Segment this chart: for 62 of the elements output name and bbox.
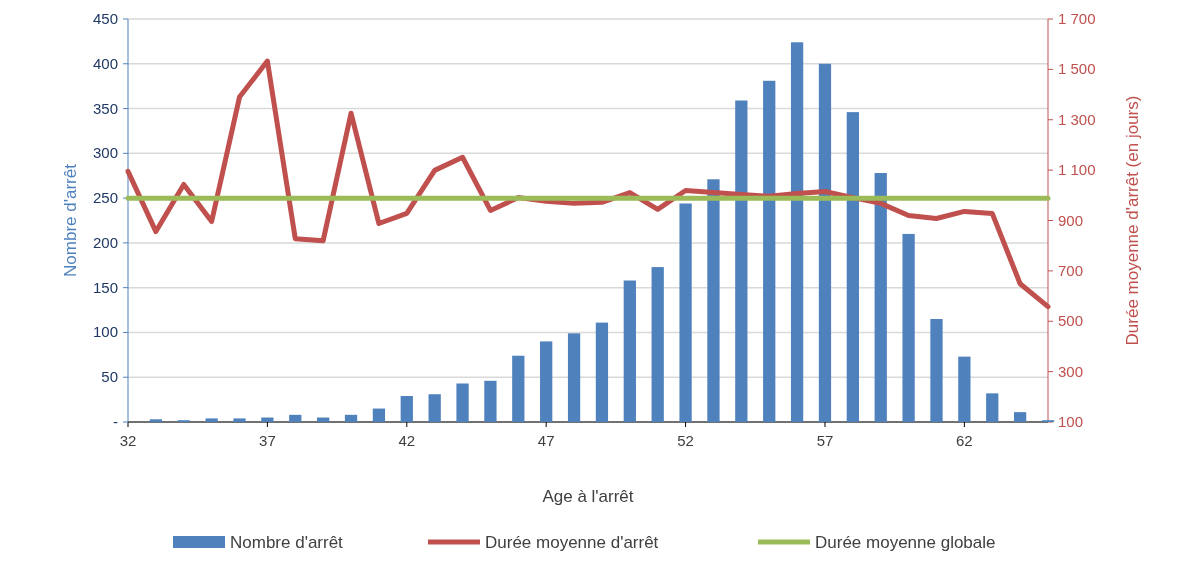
y-tick-label: 350 xyxy=(92,99,118,117)
bar xyxy=(205,418,218,422)
bar xyxy=(261,417,274,422)
y-tick-label: 300 xyxy=(92,144,118,162)
bar xyxy=(428,394,441,422)
bar xyxy=(595,322,609,422)
bar xyxy=(289,414,302,422)
y2-tick-label: 1 100 xyxy=(1058,161,1096,179)
y2-tick-label: 1 300 xyxy=(1058,110,1096,128)
bar xyxy=(651,267,664,422)
bar xyxy=(818,63,832,422)
legend-label: Durée moyenne d'arrêt xyxy=(485,533,659,552)
y-tick-label: 50 xyxy=(101,368,118,386)
bar xyxy=(540,341,553,422)
x-tick-label: 32 xyxy=(119,432,137,449)
y-tick-label: 150 xyxy=(92,278,118,296)
y-tick-label: 400 xyxy=(92,54,118,72)
bar xyxy=(874,173,887,422)
bar xyxy=(790,42,804,422)
y2-tick-label: 100 xyxy=(1058,413,1084,430)
y2-tick-label: 300 xyxy=(1058,362,1084,380)
x-axis-title: Age à l'arrêt xyxy=(542,487,634,506)
bar xyxy=(567,333,581,422)
bar xyxy=(930,319,943,422)
bar xyxy=(623,280,636,422)
bar xyxy=(233,418,246,422)
y2-tick-label: 900 xyxy=(1058,211,1084,229)
bar xyxy=(372,408,386,422)
bar xyxy=(902,233,915,422)
y2-tick-label: 1 700 xyxy=(1058,10,1096,27)
x-tick-label: 57 xyxy=(816,432,834,449)
bar xyxy=(846,112,859,422)
legend-label: Durée moyenne globale xyxy=(815,533,996,552)
y2-tick-label: 1 500 xyxy=(1058,60,1096,78)
y2-axis-title: Durée moyenne d'arrêt (en jours) xyxy=(1123,95,1142,346)
y-axis-title: Nombre d'arrêt xyxy=(61,163,80,277)
legend-label: Nombre d'arrêt xyxy=(230,533,344,552)
x-tick-label: 37 xyxy=(259,432,276,449)
bar xyxy=(484,380,497,422)
x-tick-label: 62 xyxy=(956,432,973,449)
y-tick-label: 200 xyxy=(92,233,118,251)
bar xyxy=(344,414,358,422)
bar xyxy=(400,396,413,422)
bar xyxy=(679,203,692,422)
bar xyxy=(763,80,776,422)
y-tick-label: 250 xyxy=(92,189,118,207)
bar xyxy=(986,393,999,422)
y-tick-label: 450 xyxy=(92,10,118,27)
y-tick-label: - xyxy=(113,413,118,430)
y2-tick-label: 500 xyxy=(1058,312,1084,330)
bar xyxy=(735,100,748,422)
x-tick-label: 52 xyxy=(677,432,694,449)
y-tick-label: 100 xyxy=(92,323,118,341)
bar xyxy=(456,383,469,422)
y2-tick-label: 700 xyxy=(1058,261,1084,279)
bar xyxy=(149,419,163,422)
bar xyxy=(512,355,525,422)
bar xyxy=(958,356,971,422)
x-tick-label: 42 xyxy=(398,432,416,449)
bar xyxy=(1013,412,1027,422)
x-tick-label: 47 xyxy=(537,432,555,449)
bar xyxy=(707,179,720,422)
